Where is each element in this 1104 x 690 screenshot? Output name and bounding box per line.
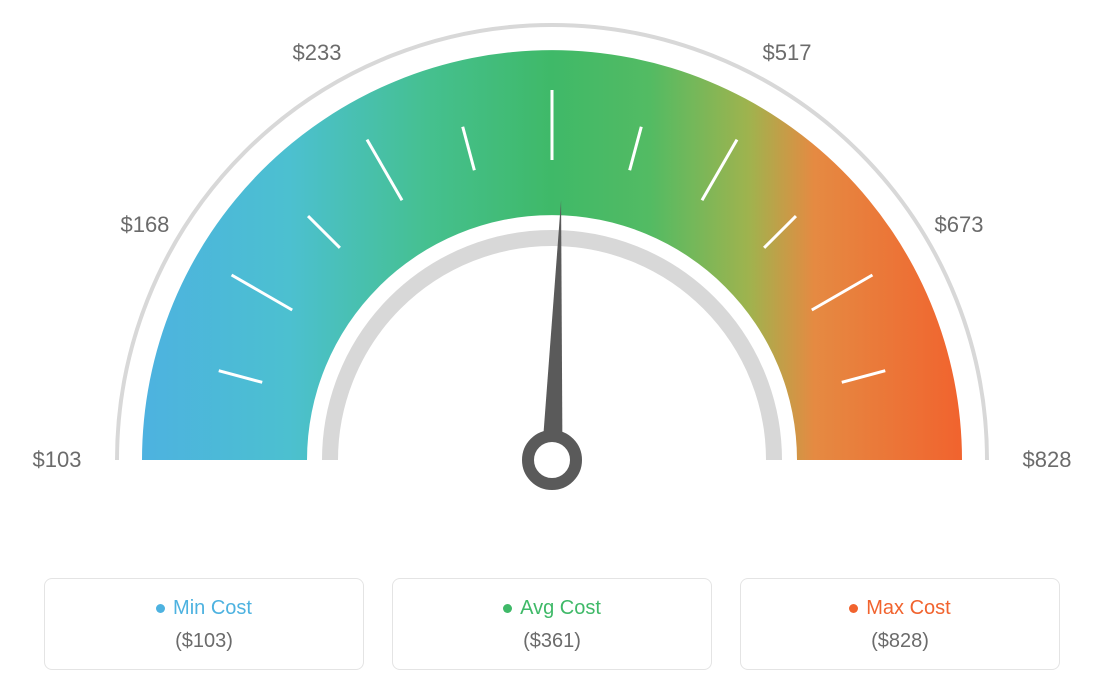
gauge-container: $103 $168 $233 $361 $517 $673 $828 [0, 0, 1104, 560]
gauge-tick-label: $103 [33, 447, 82, 473]
legend-card-avg: Avg Cost ($361) [392, 578, 712, 670]
gauge-tick-label: $233 [293, 40, 342, 66]
legend-label-min: Min Cost [173, 597, 252, 620]
legend-card-min: Min Cost ($103) [44, 578, 364, 670]
legend-title-min: Min Cost [156, 597, 252, 620]
gauge-tick-label: $828 [1023, 447, 1072, 473]
legend-row: Min Cost ($103) Avg Cost ($361) Max Cost… [0, 578, 1104, 670]
gauge-tick-label: $168 [120, 212, 169, 238]
dot-icon [503, 604, 512, 613]
legend-label-avg: Avg Cost [520, 597, 601, 620]
legend-label-max: Max Cost [866, 597, 950, 620]
dot-icon [849, 604, 858, 613]
gauge-svg [0, 0, 1104, 560]
gauge-tick-label: $673 [935, 212, 984, 238]
gauge-tick-label: $517 [763, 40, 812, 66]
legend-title-avg: Avg Cost [503, 597, 601, 620]
dot-icon [156, 604, 165, 613]
legend-value-avg: ($361) [403, 630, 701, 653]
gauge-tick-label: $361 [528, 0, 577, 3]
legend-value-max: ($828) [751, 630, 1049, 653]
legend-title-max: Max Cost [849, 597, 950, 620]
gauge-needle-hub [528, 436, 576, 484]
legend-card-max: Max Cost ($828) [740, 578, 1060, 670]
legend-value-min: ($103) [55, 630, 353, 653]
